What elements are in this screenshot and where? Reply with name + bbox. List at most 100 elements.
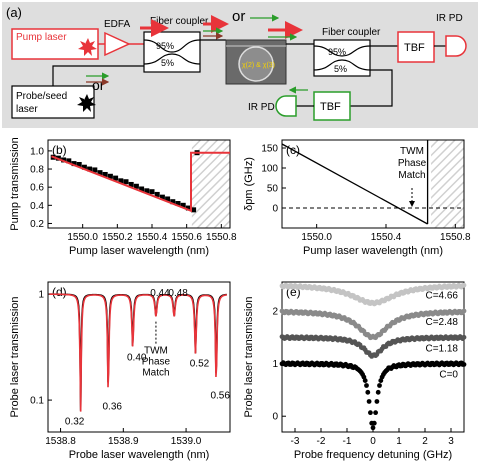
panel-label: (b) [52, 143, 67, 157]
probe-laser-box [11, 85, 95, 119]
data-point [371, 420, 377, 426]
data-point [118, 178, 124, 184]
annotation-text: Phase [398, 158, 427, 169]
x-tick-label: 1539.0 [171, 436, 202, 447]
y-axis-label: δpm (GHz) [243, 157, 255, 211]
dip-label: 0.56 [210, 391, 230, 402]
annotation-text: Match [142, 368, 169, 379]
chart-d: (d) 1538.8 1538.9 1539.0 0.1 1 Probe laser wav… [9, 281, 231, 461]
x-tick-label: -3 [291, 436, 300, 447]
delta-line [281, 143, 428, 225]
data-point [159, 194, 165, 200]
x-axis-label: Pump laser wavelength (nm) [303, 245, 443, 257]
coupler-right-5: 5% [334, 64, 347, 74]
ir-pd-top-icon [445, 35, 467, 57]
edfa-label: EDFA [104, 19, 130, 30]
data-point [461, 362, 467, 367]
x-axis-label: Probe laser wavelength (nm) [69, 449, 210, 461]
data-point [107, 173, 113, 179]
data-point [366, 399, 372, 404]
or-left-label: or [92, 77, 105, 93]
x-tick-label: 1550.8 [206, 232, 237, 243]
data-point [71, 161, 77, 167]
probe-laser-label-2: laser [16, 104, 38, 115]
data-point [66, 158, 72, 164]
series-label: C=1.18 [425, 343, 458, 354]
data-point [61, 157, 67, 163]
data-point [185, 205, 191, 211]
microring-icon [238, 46, 274, 82]
data-point [362, 378, 368, 383]
data-point [461, 334, 467, 340]
data-point [149, 189, 155, 195]
chart-b: (b) 1550.0 1550.2 1550.4 1550.6 1550.8 0.2 0.4 0… [9, 137, 237, 257]
probe-fiber [52, 65, 144, 86]
coupler-right-fiber-top [313, 45, 371, 57]
data-point [144, 188, 150, 194]
data-point [139, 186, 145, 192]
data-point [461, 282, 467, 288]
x-tick-label: 1550.6 [171, 232, 202, 243]
ir-pd-bottom-icon [275, 95, 297, 117]
series-label: C=4.66 [425, 291, 458, 302]
tbf-top-box [397, 31, 435, 63]
coupler-left-fiber-top [143, 39, 201, 53]
pump-laser-label: Pump laser [16, 32, 67, 43]
x-tick-label: -2 [317, 436, 326, 447]
fiber-coupler-left-label: Fiber coupler [150, 16, 209, 27]
data-point [368, 410, 373, 416]
data-point [76, 161, 82, 167]
x-tick-label: 1550.0 [67, 232, 98, 243]
data-point [113, 175, 119, 181]
y-tick-label: 100 [261, 164, 278, 175]
data-point [461, 308, 467, 314]
x-tick-label: 1 [396, 436, 402, 447]
x-tick-label: 1550.4 [371, 232, 402, 243]
fiber-to-tbf-bottom [350, 69, 393, 107]
charts: (b)1550.0 1550.2 1550.4 1550.6 1550.80.20.40… [9, 137, 471, 461]
panel-a-label: (a) [6, 5, 22, 20]
y-tick-label: 50 [267, 184, 279, 195]
shaded-region [431, 140, 464, 228]
x-axis-label: Probe frequency detuning (GHz) [294, 449, 452, 461]
series-label: C=0 [439, 370, 458, 381]
y-tick-label: 1 [272, 359, 278, 370]
tbf-top-label: TBF [404, 42, 425, 54]
or-top-label: or [232, 8, 245, 25]
probe-laser-label-1: Probe/seed [16, 91, 67, 102]
x-tick-label: 3 [448, 436, 454, 447]
plot-frame [47, 139, 231, 229]
data-point [377, 383, 382, 388]
dip-label: 0.40 [127, 353, 147, 364]
x-tick-label: 1538.8 [45, 436, 76, 447]
x-tick-label: 1550.0 [301, 232, 332, 243]
data-point [364, 383, 369, 388]
data-point [133, 183, 139, 189]
fit-line [51, 151, 230, 213]
y-axis-label: Probe laser transmission [9, 296, 21, 417]
plot-frame [47, 281, 231, 433]
data-point [128, 181, 134, 187]
data-point [191, 207, 197, 213]
coupler-right-fiber-bottom [313, 59, 371, 71]
y-tick-label: 0 [272, 412, 278, 423]
pump-star-icon [78, 38, 97, 56]
fit-curve [49, 293, 227, 412]
panel-label: (d) [52, 285, 67, 299]
coupler-left-fiber-bottom [143, 53, 201, 65]
data-point [87, 166, 93, 172]
coupler-left-5: 5% [161, 58, 174, 68]
plot-frame [281, 139, 465, 229]
annotation-text: Match [398, 170, 425, 181]
y-tick-label: 1.0 [30, 146, 44, 157]
ir-pd-top-label: IR PD [436, 13, 463, 24]
data-point [370, 425, 376, 431]
data-point [102, 171, 108, 177]
fiber-coupler-right [313, 39, 371, 77]
data-point [154, 191, 160, 197]
dip-label: 0.48 [168, 288, 188, 299]
data-point [92, 167, 98, 173]
